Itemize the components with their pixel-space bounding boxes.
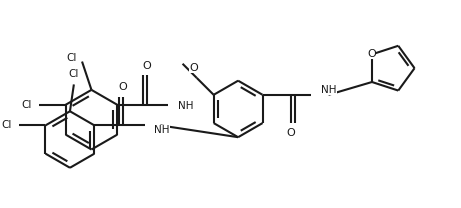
Text: Cl: Cl (69, 69, 79, 79)
Text: NH: NH (154, 125, 170, 135)
Text: Cl: Cl (1, 120, 11, 130)
Text: O: O (118, 82, 127, 92)
Text: Cl: Cl (22, 100, 32, 110)
Text: NH: NH (321, 85, 337, 95)
Text: NH: NH (178, 101, 194, 111)
Text: O: O (367, 49, 376, 59)
Text: Cl: Cl (67, 53, 77, 63)
Text: O: O (189, 63, 198, 73)
Text: O: O (143, 61, 152, 71)
Text: O: O (286, 128, 295, 138)
